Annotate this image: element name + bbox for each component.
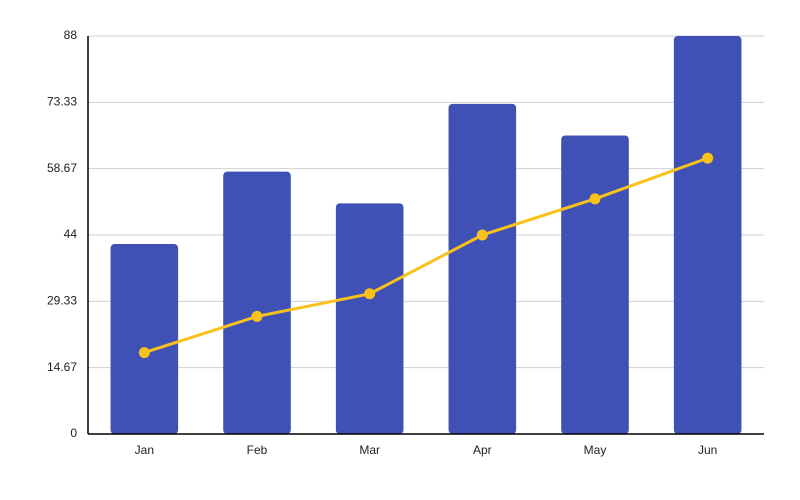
- line-point: [251, 310, 263, 322]
- line-point: [364, 288, 376, 300]
- line-point: [589, 193, 601, 205]
- line-point: [476, 229, 488, 241]
- x-tick-label: Mar: [359, 443, 380, 457]
- x-tick-label: Jun: [698, 443, 717, 457]
- bar: [335, 203, 404, 434]
- y-tick-label: 29.33: [47, 294, 77, 308]
- y-tick-label: 14.67: [47, 360, 77, 374]
- line-point: [702, 152, 714, 164]
- y-tick-label: 58.67: [47, 161, 77, 175]
- bar: [110, 244, 179, 434]
- line: [143, 156, 709, 355]
- x-tick-label: May: [584, 443, 607, 457]
- bar: [448, 103, 517, 434]
- y-tick-label: 88: [64, 28, 78, 42]
- bar: [673, 36, 742, 434]
- line-point: [138, 347, 150, 359]
- y-tick-label: 73.33: [47, 95, 77, 109]
- x-tick-label: Apr: [473, 443, 492, 457]
- y-tick-label: 44: [64, 227, 78, 241]
- x-tick-label: Feb: [247, 443, 268, 457]
- y-tick-label: 0: [70, 426, 77, 440]
- bar: [223, 171, 291, 434]
- bar: [561, 135, 629, 434]
- x-tick-label: Jan: [135, 443, 154, 457]
